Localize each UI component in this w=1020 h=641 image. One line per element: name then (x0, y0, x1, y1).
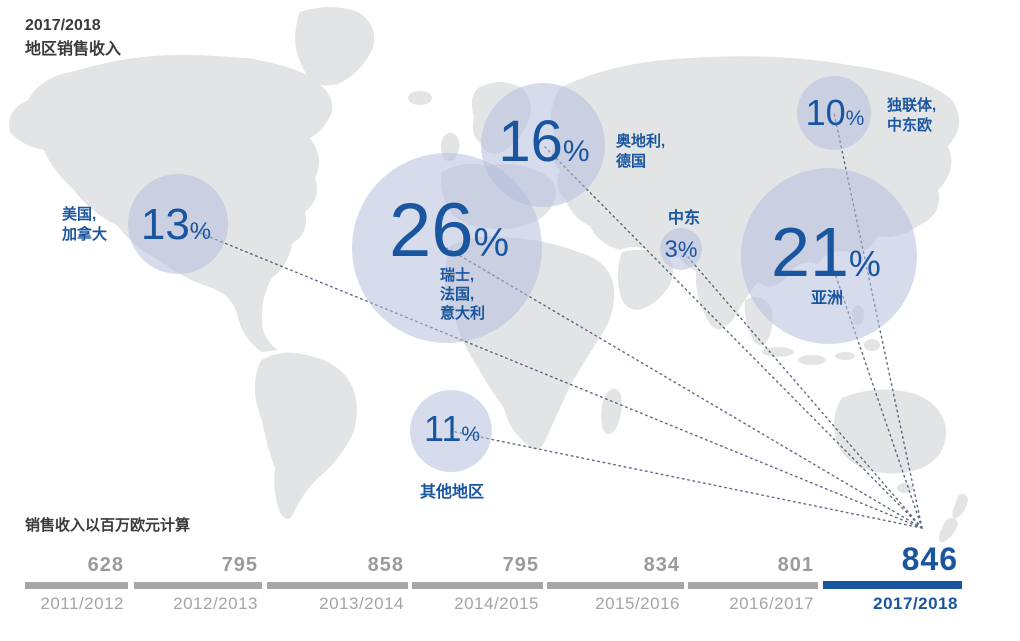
landmass-indonesia (835, 352, 855, 360)
timeline-bar-current (823, 581, 962, 589)
landmass-iceland (408, 91, 432, 105)
bubble-middle-east (660, 228, 702, 270)
landmass-indonesia (864, 339, 880, 351)
connector-line-austria (542, 144, 923, 529)
timeline-bar (547, 582, 684, 589)
revenue-timeline: 628 2011/2012 795 2012/2013 858 2013/201… (0, 541, 1020, 625)
timeline-year: 2011/2012 (40, 594, 124, 613)
landmass-arctic-islands (145, 63, 185, 87)
timeline-value: 858 (367, 554, 404, 576)
title-year: 2017/2018 (25, 17, 101, 34)
bubble-value-other: 11% (423, 408, 481, 449)
timeline-year: 2013/2014 (319, 594, 404, 613)
footnote: 销售收入以百万欧元计算 (25, 517, 191, 534)
connector-line-us-canada (177, 223, 923, 529)
region-label-switzerland: 瑞士, 法国, 意大利 (440, 267, 486, 322)
timeline-bar (267, 582, 408, 589)
timeline-bar (688, 582, 818, 589)
timeline-value: 795 (502, 554, 539, 576)
landmass-arctic-islands (187, 85, 223, 105)
bubble-value-middle-east: 3% (664, 236, 698, 263)
timeline-year: 2015/2016 (595, 594, 680, 613)
bubble-value-us-canada: 13% (140, 200, 212, 249)
landmass-arctic-islands (256, 91, 284, 109)
timeline-bar (412, 582, 543, 589)
landmass-new-zealand (939, 517, 958, 543)
bubble-value-cis: 10% (805, 92, 865, 133)
timeline-value: 801 (777, 554, 814, 576)
timeline-segment-current: 846 2017/2018 (823, 541, 962, 614)
bubble-value-switzerland: 26% (388, 188, 510, 273)
timeline-bar (25, 582, 128, 589)
landmass-indonesia (798, 355, 826, 365)
bubble-asia (741, 168, 917, 344)
timeline-year-current: 2017/2018 (873, 594, 958, 613)
landmass-madagascar (601, 388, 622, 435)
region-label-asia: 亚洲 (810, 290, 844, 307)
title-subject: 地区销售收入 (25, 41, 122, 58)
region-label-middle-east: 中东 (667, 210, 701, 227)
timeline-year: 2012/2013 (173, 594, 258, 613)
bubble-cis-cee (797, 76, 871, 150)
bubble-value-austria: 16% (498, 109, 590, 174)
bubble-other-regions (410, 390, 492, 472)
timeline-value: 628 (87, 554, 124, 576)
bubble-us-canada (128, 174, 228, 274)
landmass-south-america (254, 352, 357, 519)
landmass-arabia (617, 249, 673, 310)
landmass-australia (834, 389, 947, 474)
timeline-value-current: 846 (901, 541, 958, 577)
connector-line-middle-east (680, 248, 923, 529)
landmass-tasmania (897, 483, 913, 493)
timeline-segment: 801 2016/2017 (688, 545, 818, 614)
timeline-segment: 795 2014/2015 (412, 545, 543, 614)
landmass-greenland (295, 7, 375, 86)
region-label-austria: 奥地利, 德国 (616, 133, 666, 170)
timeline-value: 834 (643, 554, 680, 576)
timeline-segment: 628 2011/2012 (25, 545, 128, 614)
landmass-arctic-islands (223, 58, 267, 82)
timeline-value: 795 (221, 554, 258, 576)
region-label-other: 其他地区 (419, 484, 485, 501)
chart-title: 2017/2018 地区销售收入 (25, 14, 121, 62)
bubble-value-asia: 21% (771, 213, 881, 291)
timeline-segment: 834 2015/2016 (547, 545, 684, 614)
landmass-indonesia (762, 347, 794, 357)
region-label-us-canada: 美国, 加拿大 (62, 206, 108, 243)
region-label-cis: 独联体, 中东欧 (887, 97, 937, 134)
timeline-bar (134, 582, 262, 589)
timeline-year: 2014/2015 (454, 594, 539, 613)
landmass-india (695, 263, 737, 330)
timeline-segment: 795 2012/2013 (134, 545, 262, 614)
landmass-new-zealand (952, 493, 968, 519)
connector-line-other (450, 430, 923, 529)
timeline-year: 2016/2017 (729, 594, 814, 613)
timeline-segment: 858 2013/2014 (267, 545, 408, 614)
bubble-switzerland-france-italy (352, 153, 542, 343)
